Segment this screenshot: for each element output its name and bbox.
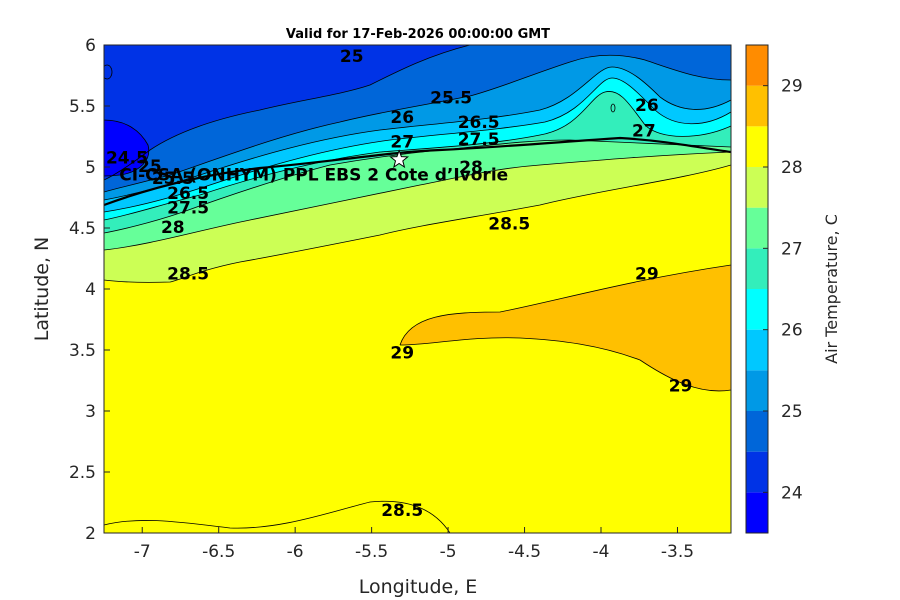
colorbar-tick-label: 26 — [781, 321, 803, 341]
contour-label: 27.5 — [167, 198, 209, 218]
y-tick-label: 3.5 — [69, 341, 96, 361]
contour-label: 27 — [632, 122, 656, 142]
contour-label: 29 — [390, 344, 414, 364]
temp-region-29 — [400, 265, 731, 391]
temp-region-28-5-south — [104, 501, 450, 533]
contour-label: 28 — [161, 218, 185, 238]
y-axis-label: Latitude, N — [31, 237, 53, 342]
x-axis-label: Longitude, E — [359, 576, 478, 598]
y-tick-label: 2.5 — [69, 463, 96, 483]
x-tick-label: -5.5 — [355, 542, 388, 562]
x-tick-label: -4 — [593, 542, 610, 562]
colorbar-swatch — [746, 289, 768, 330]
x-tick-label: -7 — [134, 542, 151, 562]
contour-label: 28.5 — [488, 214, 530, 234]
colorbar-frame — [745, 44, 769, 534]
contour-label: 28 — [459, 158, 483, 178]
colorbar-swatch — [746, 248, 768, 289]
y-tick-label: 5 — [85, 158, 96, 178]
colorbar-swatch — [746, 167, 768, 208]
colorbar-label: Air Temperature, C — [822, 214, 841, 364]
colorbar-swatch — [746, 207, 768, 249]
colorbar-swatch — [746, 451, 768, 493]
x-tick-label: -4.5 — [508, 542, 541, 562]
y-tick-label: 2 — [85, 524, 96, 544]
colorbar-swatch — [746, 85, 768, 127]
contour-label: 29 — [635, 264, 659, 284]
y-tick-label: 3 — [85, 402, 96, 422]
x-tick-label: -3.5 — [661, 542, 694, 562]
colorbar-tick-label: 29 — [781, 77, 803, 97]
chart-title: Valid for 17-Feb-2026 00:00:00 GMT — [286, 27, 550, 42]
x-tick-label: -5 — [440, 542, 457, 562]
y-tick-label: 4 — [85, 280, 96, 300]
y-tick-label: 4.5 — [69, 219, 96, 239]
contour-label: 25.5 — [430, 89, 472, 109]
contour-label: 28.5 — [167, 264, 209, 284]
x-tick-label: -6 — [287, 542, 304, 562]
contour-label: 26.5 — [167, 184, 209, 204]
temp-region-25 — [104, 45, 470, 180]
colorbar-tick-label: 28 — [781, 158, 803, 178]
colorbar-tick-label: 25 — [781, 402, 803, 422]
contour-label: 27 — [390, 133, 414, 153]
y-tick-label: 5.5 — [69, 97, 96, 117]
contour-label: 24.5 — [106, 148, 148, 168]
colorbar-swatch — [746, 492, 768, 533]
colorbar-swatch — [746, 411, 768, 452]
contour-label: 25 — [340, 47, 364, 67]
colorbar-tick-label: 24 — [781, 483, 803, 503]
contour-label: 27.5 — [458, 130, 500, 150]
y-tick-label: 6 — [85, 36, 96, 56]
temp-region-24-5 — [104, 120, 149, 176]
colorbar-swatch — [746, 370, 768, 411]
contour-label: 28.5 — [381, 501, 423, 521]
contour-label: 25.5 — [152, 169, 194, 189]
contour-label: 29 — [669, 377, 693, 397]
colorbar-tick-label: 27 — [781, 239, 803, 259]
contour-label: 26 — [390, 108, 414, 128]
contour-label: 26 — [635, 96, 659, 116]
contour-label: 26.5 — [458, 113, 500, 133]
contour-label: 25 — [138, 157, 162, 177]
site-marker-star-icon — [389, 149, 410, 169]
colorbar-swatch — [746, 126, 768, 167]
site-label: CI-CSA (ONHYM) PPL EBS 2 Cote d’Ivorie — [119, 166, 508, 186]
colorbar-swatch — [746, 45, 768, 86]
x-tick-label: -6.5 — [202, 542, 235, 562]
colorbar-swatch — [746, 329, 768, 371]
